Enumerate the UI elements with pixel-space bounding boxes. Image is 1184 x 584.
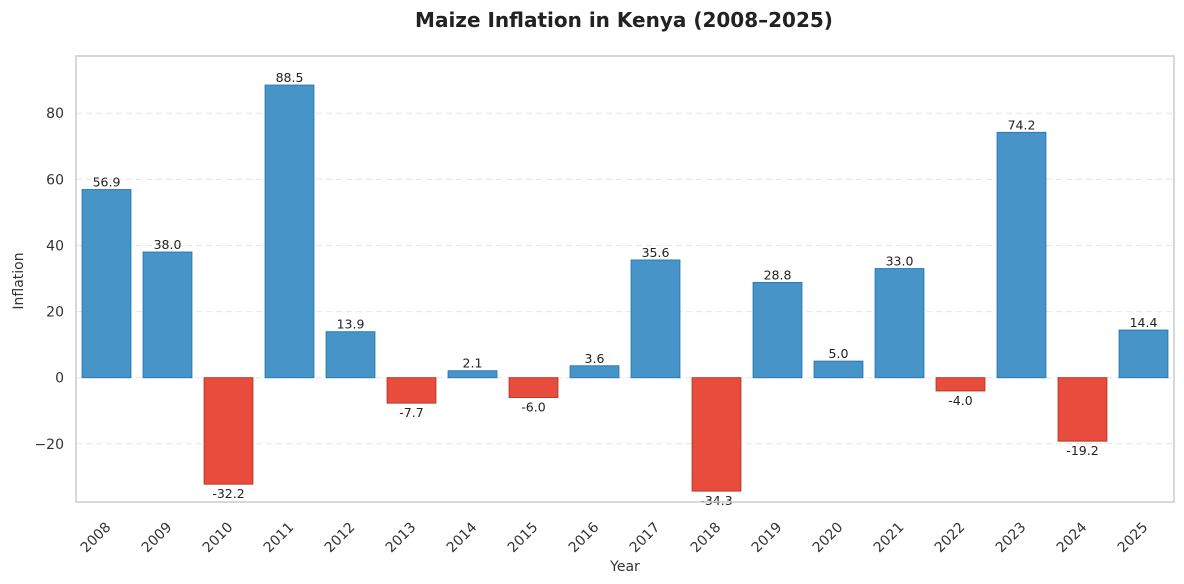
y-axis-label: Inflation: [11, 252, 27, 309]
x-tick-label: 2012: [322, 520, 359, 557]
bar: [630, 259, 681, 379]
bar: [813, 360, 864, 379]
data-label: -34.3: [700, 493, 732, 508]
bar: [325, 331, 376, 379]
bar: [386, 377, 437, 404]
x-tick-label: 2011: [261, 520, 298, 557]
data-label: 14.4: [1130, 315, 1158, 330]
data-label: 28.8: [764, 267, 792, 282]
x-tick-label: 2021: [871, 520, 908, 557]
x-tick-label: 2015: [505, 520, 542, 557]
y-tick-label: 20: [46, 305, 64, 321]
data-label: 3.6: [585, 351, 605, 366]
x-tick-label: 2013: [383, 520, 420, 557]
x-tick-label: 2020: [810, 520, 847, 557]
data-label: 2.1: [463, 356, 483, 371]
bar: [935, 377, 986, 392]
data-label: 74.2: [1008, 117, 1036, 132]
bar: [447, 370, 498, 379]
y-tick-label: −20: [34, 437, 64, 453]
data-label: -19.2: [1066, 443, 1098, 458]
data-label: 5.0: [829, 346, 849, 361]
x-tick-label: 2008: [78, 520, 115, 557]
x-tick-label: 2019: [749, 520, 786, 557]
data-label: 13.9: [337, 317, 365, 332]
y-tick-label: 60: [46, 172, 64, 188]
y-tick-label: 80: [46, 106, 64, 122]
bar: [874, 268, 925, 379]
data-label: -4.0: [948, 393, 972, 408]
data-label: 35.6: [642, 245, 670, 260]
bar: [142, 251, 193, 379]
x-tick-label: 2010: [200, 520, 237, 557]
x-tick-label: 2024: [1054, 519, 1091, 556]
bar: [264, 84, 315, 379]
x-tick-label: 2023: [993, 520, 1030, 557]
x-axis-ticks: 2008 2009 2010 2011 2012 2013 2014 2015 2016 2017…: [78, 519, 1152, 556]
x-tick-label: 2016: [566, 519, 603, 556]
data-labels: 56.9 38.0 -32.2 88.5 13.9 -7.7 2.1 -6.0 3.6 35.6 -…: [93, 70, 1158, 508]
bar: [996, 131, 1047, 379]
data-label: 38.0: [154, 237, 182, 252]
bar: [508, 377, 559, 399]
data-label: -32.2: [212, 486, 244, 501]
bar: [203, 377, 254, 485]
bar: [569, 365, 620, 379]
bar: [1118, 329, 1169, 379]
y-tick-label: 40: [46, 238, 64, 254]
chart-title: Maize Inflation in Kenya (2008–2025): [415, 8, 833, 32]
data-label: 33.0: [886, 254, 914, 269]
x-tick-label: 2014: [444, 519, 481, 556]
x-tick-label: 2009: [139, 520, 176, 557]
bar: [1057, 377, 1108, 442]
grid-lines: [76, 112, 1174, 445]
x-tick-label: 2018: [688, 520, 725, 557]
data-label: 88.5: [276, 70, 304, 85]
x-tick-label: 2017: [627, 520, 664, 557]
x-tick-label: 2025: [1115, 520, 1152, 557]
data-label: 56.9: [93, 175, 121, 190]
bars: [81, 84, 1169, 492]
data-label: -7.7: [399, 405, 423, 420]
y-tick-label: 0: [55, 371, 64, 387]
x-tick-label: 2022: [932, 520, 969, 557]
bar: [752, 281, 803, 379]
bar: [81, 189, 132, 379]
plot-frame: [75, 55, 1175, 503]
x-axis-label: Year: [609, 559, 640, 575]
data-label: -6.0: [521, 400, 545, 415]
y-axis-ticks: −20 0 20 40 60 80: [34, 106, 64, 453]
bar: [691, 377, 742, 492]
